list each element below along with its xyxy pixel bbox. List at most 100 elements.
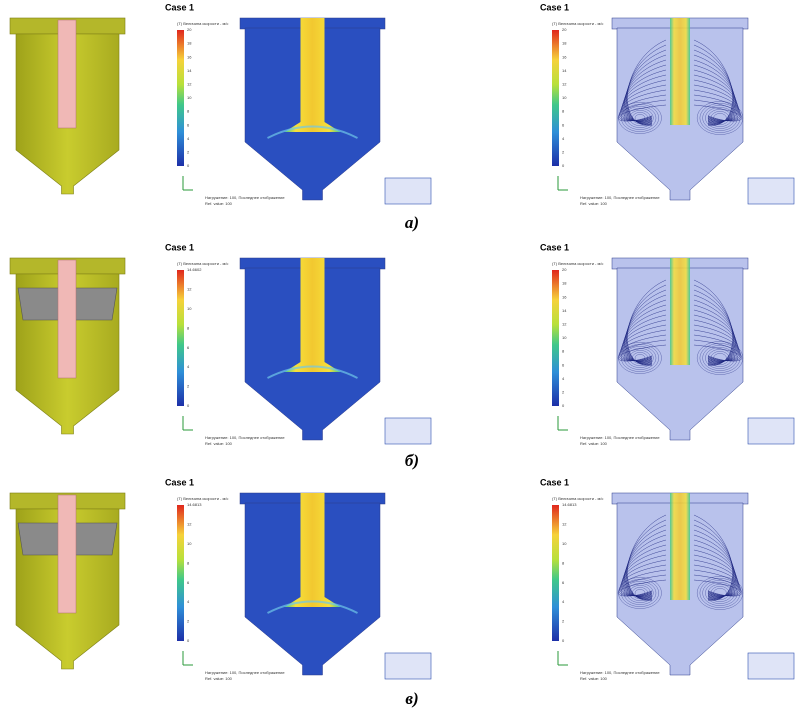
panel-title: Case 1 [165, 242, 194, 252]
row: Case 1(T) Величина скорости - м/с14.6602… [10, 242, 794, 470]
scale-label: 2 [562, 149, 565, 154]
legend-title: (T) Величина скорости - м/с [552, 496, 603, 501]
legend-title: (T) Величина скорости - м/с [177, 261, 228, 266]
legend-title: (T) Величина скорости - м/с [177, 21, 228, 26]
scale-label: 10 [562, 95, 567, 100]
scale-label: 0 [187, 403, 190, 408]
model-pipe [58, 260, 76, 378]
scale-label: 8 [562, 349, 565, 354]
scale-label: 20 [187, 27, 192, 32]
scale-label: 0 [562, 403, 565, 408]
scale-label: 2 [187, 619, 190, 624]
axis-triad [183, 416, 193, 430]
scale-label: 12 [187, 81, 192, 86]
caption: в) [405, 689, 418, 708]
scale-label: 4 [187, 364, 190, 369]
scale-label: 12 [562, 321, 567, 326]
scale-label: 14 [562, 308, 567, 313]
scale-label: 12 [187, 521, 192, 526]
scale-label: 8 [187, 109, 190, 114]
scale-label: 2 [562, 619, 565, 624]
scale-label: 6 [562, 580, 565, 585]
footer: Нагружение: 100, Последнее отображение [580, 435, 660, 440]
legend-title: (T) Величина скорости - м/с [177, 496, 228, 501]
axis-triad [558, 651, 568, 665]
footer: Нагружение: 100, Последнее отображение [580, 670, 660, 675]
scale-label: 8 [562, 109, 565, 114]
scale-label: 14 [562, 68, 567, 73]
scale-label: 20 [562, 27, 567, 32]
ref-value: Ref. value: 100 [580, 201, 608, 206]
color-bar [177, 505, 184, 641]
scale-label: 2 [562, 389, 565, 394]
axis-triad [558, 176, 568, 190]
row: Case 1(T) Величина скорости - м/с2018161… [10, 2, 794, 232]
ref-value: Ref. value: 100 [205, 201, 233, 206]
scale-label: 16 [562, 54, 567, 59]
scale-label: 14.6602 [187, 267, 202, 272]
ref-value: Ref. value: 100 [580, 441, 608, 446]
scale-label: 10 [562, 335, 567, 340]
scale-label: 14.6813 [187, 502, 202, 507]
axis-triad [558, 416, 568, 430]
axis-triad [183, 176, 193, 190]
info-box [748, 178, 794, 204]
scale-label: 16 [187, 54, 192, 59]
info-box [385, 178, 431, 204]
scale-label: 6 [562, 362, 565, 367]
scale-label: 6 [187, 345, 190, 350]
footer: Нагружение: 100, Последнее отображение [205, 435, 285, 440]
scale-label: 6 [187, 580, 190, 585]
scale-label: 12 [562, 521, 567, 526]
panel-title: Case 1 [540, 2, 569, 12]
caption: б) [405, 451, 419, 470]
footer: Нагружение: 100, Последнее отображение [205, 670, 285, 675]
scale-label: 4 [562, 599, 565, 604]
scale-label: 18 [187, 41, 192, 46]
ref-value: Ref. value: 100 [205, 441, 233, 446]
info-box [385, 418, 431, 444]
figure: Case 1(T) Величина скорости - м/с2018161… [0, 0, 795, 712]
scale-label: 2 [187, 149, 190, 154]
scale-label: 8 [187, 560, 190, 565]
scale-label: 12 [187, 286, 192, 291]
streamline-core [670, 493, 690, 600]
scale-label: 0 [187, 163, 190, 168]
ref-value: Ref. value: 100 [205, 676, 233, 681]
color-bar [177, 270, 184, 406]
color-bar [552, 30, 559, 166]
scale-label: 4 [187, 136, 190, 141]
scale-label: 14 [187, 68, 192, 73]
panel-title: Case 1 [165, 477, 194, 487]
scale-label: 14.6813 [562, 502, 577, 507]
scale-label: 10 [187, 95, 192, 100]
scale-label: 2 [187, 384, 190, 389]
color-bar [552, 270, 559, 406]
scale-label: 6 [187, 122, 190, 127]
panel-title: Case 1 [165, 2, 194, 12]
scale-label: 4 [562, 376, 565, 381]
scale-label: 18 [562, 281, 567, 286]
streamline-core [670, 18, 690, 125]
model-pipe [58, 495, 76, 613]
scale-label: 8 [562, 560, 565, 565]
streamline-core [670, 258, 690, 365]
axis-triad [183, 651, 193, 665]
info-box [385, 653, 431, 679]
scale-label: 12 [562, 81, 567, 86]
scale-label: 8 [187, 325, 190, 330]
scale-label: 10 [187, 541, 192, 546]
model-pipe [58, 20, 76, 128]
info-box [748, 653, 794, 679]
row: Case 1(T) Величина скорости - м/с14.6813… [10, 477, 794, 708]
panel-title: Case 1 [540, 242, 569, 252]
scale-label: 18 [562, 41, 567, 46]
info-box [748, 418, 794, 444]
scale-label: 10 [187, 306, 192, 311]
color-bar [177, 30, 184, 166]
scale-label: 0 [187, 638, 190, 643]
legend-title: (T) Величина скорости - м/с [552, 261, 603, 266]
ref-value: Ref. value: 100 [580, 676, 608, 681]
caption: а) [405, 213, 419, 232]
panel-title: Case 1 [540, 477, 569, 487]
